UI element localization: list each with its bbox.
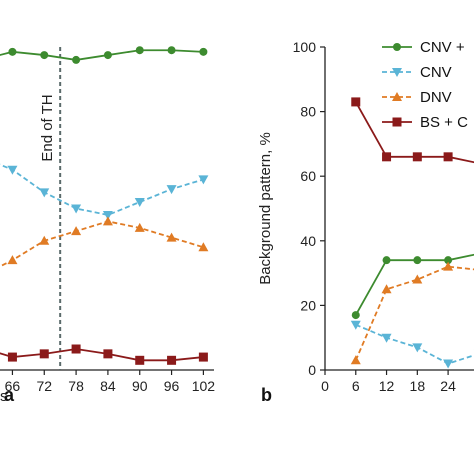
point-dnv — [39, 235, 50, 245]
y-tick-label: 80 — [300, 104, 316, 120]
legend-marker-dnv — [392, 92, 402, 101]
point-cnv_plus — [8, 47, 17, 56]
point-dnv — [71, 226, 82, 236]
y-tick-label: 0 — [308, 362, 316, 378]
legend-label-cnv_plus: CNV + — [420, 39, 465, 56]
series-line-dnv — [354, 265, 474, 361]
point-cnv_plus — [413, 256, 422, 265]
series-line-cnv — [0, 163, 204, 216]
point-cnv — [381, 333, 392, 343]
x-tick-label: 66 — [5, 378, 21, 394]
point-bs — [198, 352, 208, 362]
point-cnv_plus — [382, 256, 391, 265]
x-tick-label: 72 — [36, 378, 52, 394]
legend-label-cnv: CNV — [420, 64, 452, 81]
point-cnv_plus — [351, 311, 360, 320]
point-bs — [167, 355, 177, 365]
point-cnv_plus — [444, 256, 453, 265]
point-dnv — [381, 284, 392, 294]
point-cnv — [134, 198, 145, 208]
x-tick-label: 78 — [68, 378, 84, 394]
x-axis-label: s — [0, 388, 8, 405]
legend-marker-cnv — [392, 68, 402, 77]
point-cnv_plus — [167, 46, 176, 55]
point-cnv — [350, 320, 361, 330]
y-tick-label: 100 — [293, 39, 317, 55]
x-tick-label: 18 — [410, 378, 426, 394]
point-cnv — [39, 188, 50, 198]
legend-marker-cnv_plus — [393, 43, 401, 51]
y-tick-label: 20 — [300, 297, 316, 313]
point-bs — [135, 355, 145, 365]
point-bs — [382, 152, 392, 162]
legend-label-bs: BS + C — [420, 114, 468, 131]
panel-a-letter: a — [4, 385, 15, 405]
point-cnv_plus — [135, 46, 144, 55]
point-dnv — [102, 216, 113, 226]
point-bs — [71, 344, 81, 354]
y-axis-label: Background pattern, % — [257, 132, 274, 285]
end-of-th-label: End of TH — [39, 94, 56, 161]
point-cnv_plus — [199, 47, 208, 56]
panel-a-chart: 66 72 78 84 90 96 102 s End of TH a — [0, 46, 215, 405]
point-cnv — [443, 359, 454, 369]
series-line-dnv — [0, 220, 204, 268]
point-cnv_plus — [103, 51, 112, 60]
point-bs — [103, 349, 113, 359]
point-bs — [412, 152, 422, 162]
legend-label-dnv: DNV — [420, 89, 452, 106]
x-tick-label: 12 — [379, 378, 395, 394]
legend-marker-bs — [392, 117, 402, 127]
point-cnv_plus — [72, 55, 81, 64]
point-dnv — [443, 261, 454, 271]
point-dnv — [166, 232, 177, 242]
point-dnv — [134, 222, 145, 232]
point-cnv — [102, 210, 113, 220]
y-tick-label: 60 — [300, 168, 316, 184]
panel-b-chart: 0 20 40 60 80 100 0 6 12 18 24 Background pattern, … — [257, 39, 474, 405]
point-bs — [443, 152, 453, 162]
series-line-bs — [0, 348, 204, 362]
point-dnv — [7, 255, 18, 265]
x-tick-label: 84 — [100, 378, 116, 394]
point-bs — [39, 349, 49, 359]
x-tick-label: 90 — [132, 378, 148, 394]
point-cnv_plus — [40, 51, 49, 60]
point-cnv — [166, 185, 177, 195]
point-bs — [7, 352, 17, 362]
x-tick-label: 6 — [352, 378, 360, 394]
x-tick-label: 102 — [192, 378, 216, 394]
x-tick-label: 0 — [321, 378, 329, 394]
x-tick-label: 24 — [440, 378, 456, 394]
point-cnv — [198, 175, 209, 185]
series-line-cnv_plus — [0, 49, 204, 61]
point-bs — [351, 97, 361, 107]
y-tick-label: 40 — [300, 233, 316, 249]
point-dnv — [198, 242, 209, 252]
point-cnv — [412, 343, 423, 353]
point-cnv — [7, 165, 18, 175]
point-dnv — [412, 274, 423, 284]
x-tick-label: 96 — [164, 378, 180, 394]
point-dnv — [350, 355, 361, 365]
panel-b-letter: b — [261, 385, 272, 405]
point-cnv — [71, 204, 82, 214]
